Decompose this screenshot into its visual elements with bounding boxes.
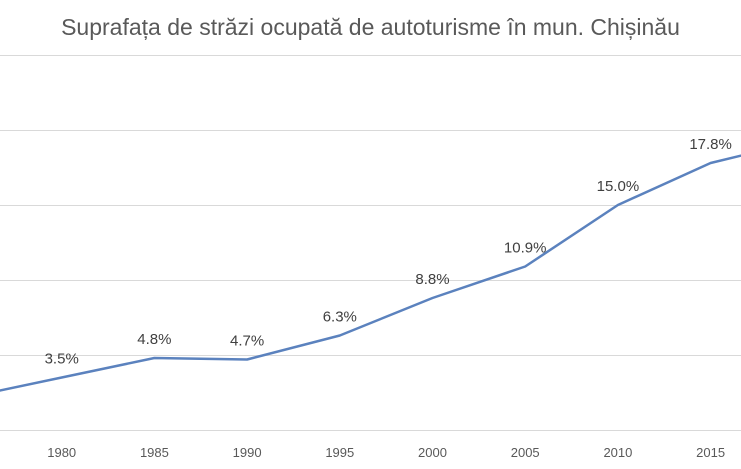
chart-title: Suprafața de străzi ocupată de autoturis…	[61, 14, 680, 40]
data-label: 17.8%	[689, 136, 732, 153]
x-tick-label: 1995	[325, 445, 354, 460]
x-tick-label: 2015	[696, 445, 725, 460]
data-label: 10.9%	[504, 240, 547, 257]
x-tick-label: 1990	[233, 445, 262, 460]
data-label: 4.8%	[137, 331, 171, 348]
x-tick-label: 1985	[140, 445, 169, 460]
x-tick-label: 1980	[47, 445, 76, 460]
x-tick-label: 2010	[603, 445, 632, 460]
data-label: 15.0%	[597, 178, 640, 195]
data-label: 4.7%	[230, 333, 264, 350]
x-tick-label: 2005	[511, 445, 540, 460]
series-line	[0, 154, 741, 392]
x-tick-label: 2000	[418, 445, 447, 460]
data-label: 6.3%	[323, 309, 357, 326]
data-label: 8.8%	[415, 271, 449, 288]
data-label: 3.5%	[45, 351, 79, 368]
